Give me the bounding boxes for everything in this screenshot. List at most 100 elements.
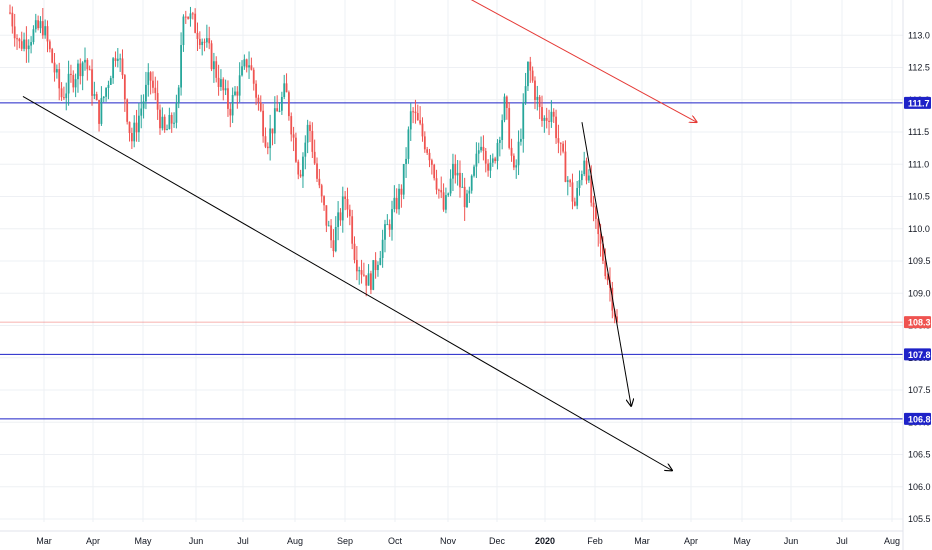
candle-body — [102, 96, 105, 99]
candle-body — [212, 61, 215, 70]
candle-body — [295, 137, 297, 162]
candle-body — [55, 69, 58, 73]
candle-body — [166, 129, 168, 131]
candle-body — [311, 130, 314, 152]
y-tick-label: 107.5 — [908, 385, 931, 395]
candle-body — [273, 108, 276, 134]
y-tick-label: 105.5 — [908, 514, 931, 524]
candle-body — [576, 187, 579, 206]
candle-body — [580, 174, 583, 181]
candle-body — [210, 43, 213, 70]
candle-body — [428, 152, 431, 161]
candle-body — [510, 147, 513, 156]
candle-body — [276, 108, 279, 112]
price-badge-label: 111.7 — [908, 98, 930, 108]
candle-body — [180, 45, 182, 88]
candle-body — [18, 38, 21, 42]
trendline-arrow[interactable] — [22, 95, 672, 470]
candle-body — [142, 101, 145, 109]
trendline-arrow[interactable] — [581, 122, 631, 406]
candle-body — [494, 158, 497, 162]
candle-body — [196, 32, 199, 39]
y-tick-label: 106.5 — [908, 450, 931, 460]
candle-body — [538, 96, 541, 107]
candle-body — [527, 61, 529, 87]
candle-body — [489, 162, 492, 171]
candle-body — [529, 61, 532, 71]
candle-body — [121, 58, 124, 76]
candle-body — [501, 120, 504, 140]
candle-body — [11, 12, 14, 27]
candle-body — [327, 225, 330, 227]
candle-body — [543, 117, 546, 121]
candle-body — [98, 99, 100, 124]
candle-body — [374, 260, 377, 271]
candle-body — [362, 274, 365, 276]
candle-body — [555, 116, 557, 139]
candle-body — [578, 180, 581, 188]
price-badge — [904, 348, 931, 361]
candle-body — [318, 178, 321, 186]
candle-body — [126, 99, 129, 122]
candle-body — [334, 227, 337, 252]
candle-body — [407, 129, 410, 159]
candle-body — [266, 146, 269, 149]
y-tick-label: 111.0 — [908, 159, 929, 169]
x-tick-label: May — [134, 536, 152, 546]
trendline-drawings[interactable] — [22, 0, 697, 471]
candle-body — [405, 158, 407, 164]
candle-body — [271, 128, 274, 134]
candle-body — [238, 75, 241, 96]
candle-body — [381, 239, 384, 258]
candle-body — [552, 111, 555, 117]
candle-body — [337, 212, 340, 228]
candle-body — [498, 139, 501, 143]
candle-body — [468, 190, 471, 194]
candle-body — [571, 182, 574, 202]
x-tick-label: Apr — [684, 536, 698, 546]
candle-body — [229, 108, 232, 116]
candle-body — [154, 87, 157, 94]
candle-body — [208, 38, 211, 44]
candle-body — [269, 128, 272, 149]
candle-body — [309, 124, 311, 131]
candle-body — [299, 174, 302, 177]
candle-body — [173, 122, 175, 124]
last-price-badge — [904, 316, 931, 329]
candle-body — [198, 38, 201, 46]
candle-body — [285, 83, 288, 93]
candle-body — [114, 58, 117, 61]
candle-body — [39, 21, 42, 29]
candle-body — [463, 186, 466, 208]
candle-body — [606, 276, 609, 281]
candle-body — [74, 79, 77, 88]
x-tick-label: Dec — [489, 536, 506, 546]
candle-body — [304, 142, 307, 157]
candle-body — [585, 160, 588, 181]
candle-body — [177, 87, 180, 104]
candle-body — [248, 65, 250, 68]
trendline-arrow[interactable] — [448, 0, 697, 122]
candle-body — [128, 121, 131, 134]
candle-body — [419, 120, 422, 124]
candle-body — [548, 120, 550, 122]
candle-body — [187, 16, 190, 19]
horizontal-levels — [0, 102, 903, 420]
x-tick-label: Jun — [784, 536, 799, 546]
candle-body — [454, 163, 457, 176]
candle-body — [159, 109, 161, 129]
y-tick-label: 113.0 — [908, 30, 930, 40]
candle-body — [437, 189, 440, 191]
x-tick-label: May — [733, 536, 751, 546]
candle-body — [215, 61, 218, 78]
candle-body — [313, 151, 316, 164]
candle-body — [393, 197, 396, 210]
candle-body — [23, 39, 25, 49]
candle-body — [93, 94, 96, 96]
candle-body — [522, 102, 525, 139]
candle-body — [475, 153, 478, 167]
candle-body — [220, 79, 222, 87]
candle-body — [255, 83, 257, 98]
candle-body — [445, 195, 447, 210]
